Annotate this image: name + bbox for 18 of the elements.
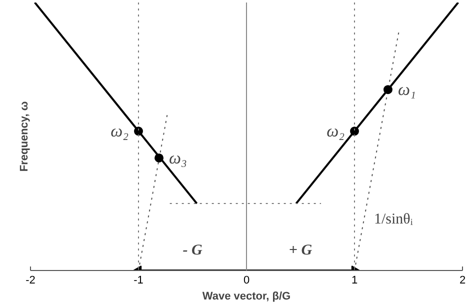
x-tick-label: 1 <box>351 274 358 286</box>
annotation: 1/sinθᵢ <box>374 212 414 228</box>
point <box>154 153 164 162</box>
x-tick-label: 0 <box>243 274 250 286</box>
annotation: ω₂ <box>326 122 345 141</box>
annotation: ω₃ <box>169 148 188 168</box>
annotation: - G <box>182 242 202 258</box>
annotation: ω₁ <box>398 80 416 100</box>
x-tick-label: -1 <box>134 274 144 286</box>
annotation: + G <box>288 242 312 258</box>
annotation: ω₂ <box>110 122 129 141</box>
y-axis-title: Frequency, ω <box>18 101 30 172</box>
point <box>134 126 143 136</box>
x-axis-title: Wave vector, β/G <box>202 290 291 302</box>
x-tick-label: 2 <box>459 274 466 286</box>
point <box>383 85 392 94</box>
point <box>350 126 359 136</box>
x-tick-label: -2 <box>26 274 36 286</box>
